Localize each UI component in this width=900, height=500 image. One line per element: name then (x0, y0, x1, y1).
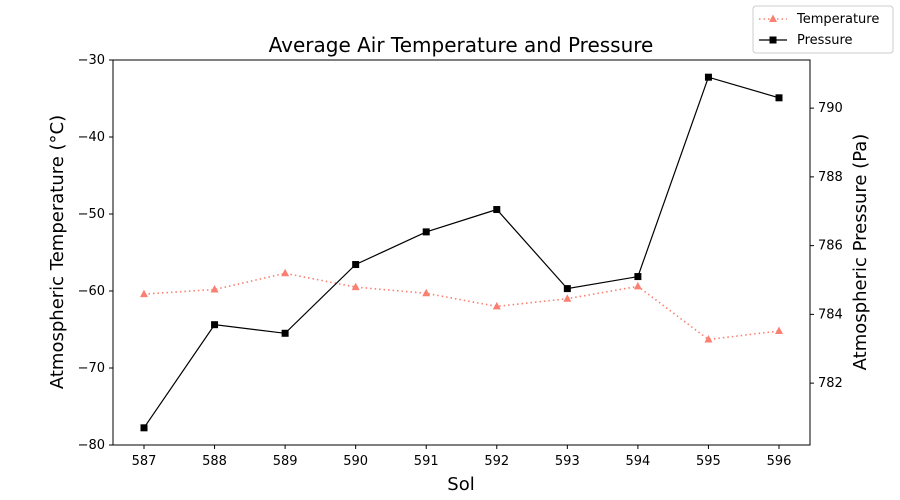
left-axis-ticks: −80 −70 −60 −50 −40 −30 (78, 53, 113, 453)
plot-area (112, 59, 811, 446)
chart-title: Average Air Temperature and Pressure (269, 33, 654, 57)
temperature-point (775, 326, 783, 335)
x-tick-label: 589 (273, 454, 298, 469)
temperature-point (492, 301, 501, 310)
legend-marker-temperature (769, 14, 777, 22)
series-layer (140, 73, 783, 432)
legend-label-pressure: Pressure (797, 33, 853, 48)
pressure-point (211, 321, 219, 329)
right-tick-label: 786 (818, 239, 843, 254)
legend-box (752, 5, 894, 54)
left-tick-label: −50 (78, 207, 105, 222)
temperature-point (563, 294, 572, 302)
pressure-line (143, 76, 780, 429)
x-tick-label: 593 (555, 454, 580, 469)
temperature-point (351, 282, 360, 291)
left-axis-label: Atmospheric Temperature (°C) (47, 115, 68, 389)
pressure-point (563, 285, 571, 293)
right-tick-label: 784 (818, 307, 843, 322)
x-tick-label: 591 (414, 454, 439, 469)
left-tick-label: −70 (78, 361, 105, 376)
legend: Temperature Pressure (752, 5, 894, 54)
legend-marker-pressure (769, 36, 777, 44)
right-tick-label: 782 (818, 376, 843, 391)
pressure-point (422, 228, 430, 236)
right-axis-label: Atmospheric Pressure (Pa) (850, 134, 871, 371)
pressure-point (493, 206, 501, 214)
left-tick-label: −30 (78, 53, 105, 68)
x-axis-label: Sol (447, 474, 474, 495)
x-tick-label: 587 (132, 454, 157, 469)
temperature-point (422, 288, 431, 297)
pressure-point (352, 261, 360, 269)
right-axis-ticks: 782 784 786 788 790 (810, 101, 843, 391)
x-tick-label: 596 (767, 454, 792, 469)
x-tick-label: 595 (696, 454, 721, 469)
temperature-point (633, 281, 642, 290)
left-tick-label: −40 (78, 130, 105, 145)
pressure-point (281, 329, 289, 337)
pressure-point (775, 94, 783, 102)
left-tick-label: −80 (78, 438, 105, 453)
left-tick-label: −60 (78, 284, 105, 299)
temperature-point (210, 284, 219, 293)
x-tick-label: 592 (484, 454, 509, 469)
temperature-point (281, 268, 290, 277)
right-tick-label: 790 (818, 101, 843, 116)
legend-label-temperature: Temperature (796, 12, 879, 27)
x-axis-ticks: 587 588 589 590 591 592 593 594 595 596 (132, 445, 792, 469)
x-tick-label: 594 (625, 454, 650, 469)
temperature-point (704, 335, 713, 343)
pressure-point (140, 424, 148, 432)
x-tick-label: 590 (343, 454, 368, 469)
pressure-point (634, 273, 642, 281)
legend-entries: Temperature Pressure (759, 12, 879, 48)
right-tick-label: 788 (818, 170, 843, 185)
pressure-point (704, 73, 712, 81)
x-tick-label: 588 (202, 454, 227, 469)
temperature-point (140, 289, 148, 298)
